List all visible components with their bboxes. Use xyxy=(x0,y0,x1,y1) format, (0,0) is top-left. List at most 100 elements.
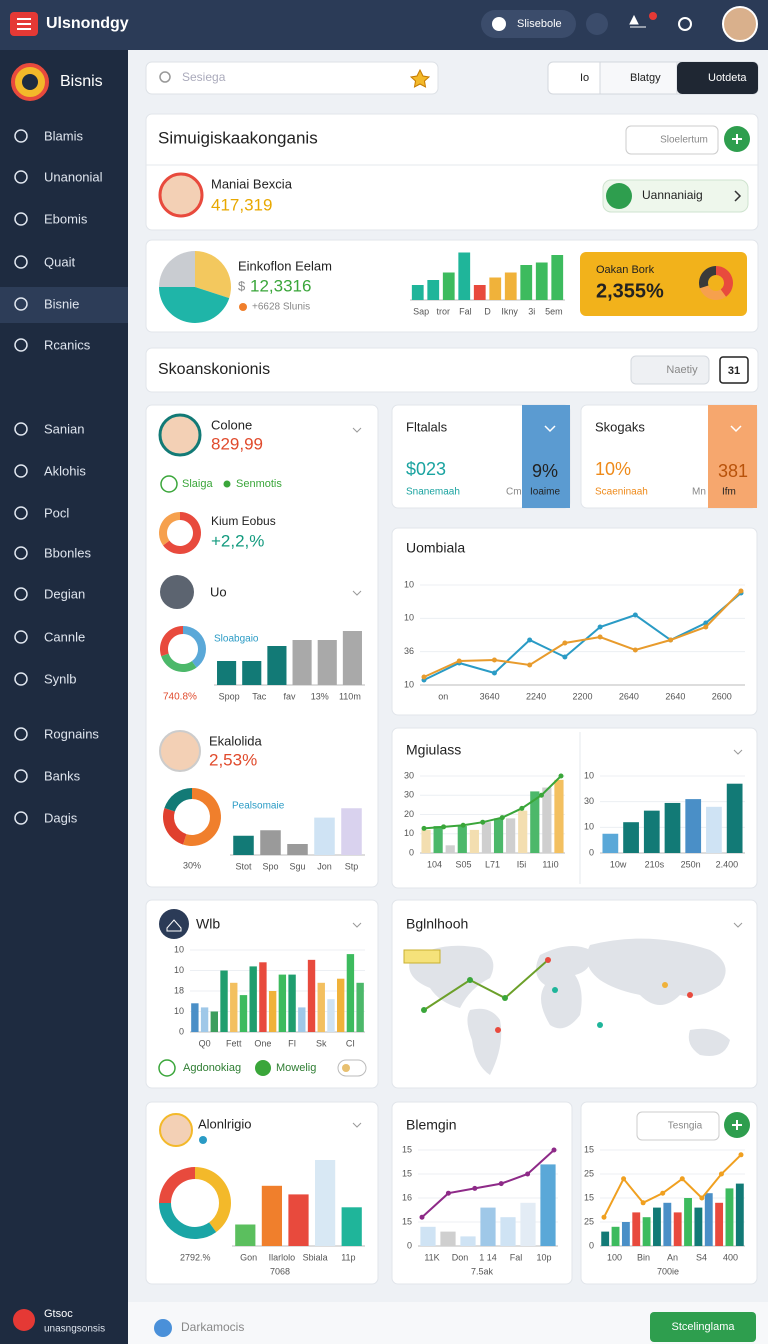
action-label[interactable]: Uannaniaig xyxy=(642,188,703,202)
calendar[interactable] xyxy=(719,356,749,384)
bar xyxy=(210,1011,218,1032)
bottom-title: Alonlrigio xyxy=(198,1116,251,1131)
chevron[interactable] xyxy=(733,749,743,755)
bar xyxy=(317,640,337,685)
point xyxy=(538,792,544,798)
bar xyxy=(542,787,552,853)
bar xyxy=(554,779,564,853)
point xyxy=(445,1190,451,1196)
nav-item[interactable]: Sanian xyxy=(44,421,84,436)
star-icon[interactable] xyxy=(629,14,646,28)
x-label: 210s xyxy=(645,859,665,869)
x-label: 10w xyxy=(610,859,627,869)
bar xyxy=(260,830,281,855)
line-title: Uombiala xyxy=(406,540,465,556)
nav-item[interactable]: Bbonles xyxy=(44,545,91,560)
line xyxy=(423,775,562,830)
footer-button[interactable] xyxy=(650,1312,756,1342)
bar xyxy=(242,661,262,685)
nav-item[interactable]: Ebomis xyxy=(44,211,88,226)
nav-icon xyxy=(14,811,28,825)
nav-item[interactable]: Synlb xyxy=(44,671,77,686)
avatar[interactable] xyxy=(722,6,758,42)
search-box[interactable] xyxy=(145,61,439,95)
nav-icon xyxy=(14,727,28,741)
chevron[interactable] xyxy=(352,427,362,433)
chevron[interactable] xyxy=(352,1122,362,1128)
nav-icon xyxy=(14,422,28,436)
point xyxy=(632,647,638,653)
settings-icon[interactable] xyxy=(678,17,692,31)
summary-button-label[interactable]: Sloelertum xyxy=(660,135,708,146)
bar xyxy=(317,982,325,1032)
chevron[interactable] xyxy=(352,590,362,596)
bar xyxy=(341,808,362,855)
x-label: tror xyxy=(436,306,450,316)
chevron[interactable] xyxy=(544,425,556,433)
chevron[interactable] xyxy=(733,922,743,928)
chevron[interactable] xyxy=(730,425,742,433)
button-label[interactable]: Blatgy xyxy=(630,72,661,84)
nav-item[interactable]: Unanonial xyxy=(44,169,103,184)
profile-name: Colone xyxy=(211,417,252,432)
nav-item[interactable]: Rognains xyxy=(44,726,99,741)
nav-item[interactable]: Rcanics xyxy=(44,337,91,352)
slice xyxy=(159,251,195,287)
user-pill[interactable] xyxy=(481,10,576,38)
chevron[interactable] xyxy=(352,922,362,928)
nav-item[interactable]: Cannle xyxy=(44,629,85,644)
section-button-label[interactable]: Naetiy xyxy=(666,364,698,376)
nav-item[interactable]: Banks xyxy=(44,768,81,783)
button-label[interactable]: Uotdeta xyxy=(708,72,747,84)
bar xyxy=(704,1193,713,1246)
point xyxy=(562,654,568,660)
x-label: 100 xyxy=(607,1252,622,1262)
bottom-button[interactable] xyxy=(636,1111,720,1141)
action-pill[interactable] xyxy=(602,179,749,213)
point xyxy=(738,588,744,594)
button-dark[interactable] xyxy=(677,62,758,94)
nav-item[interactable]: Dagis xyxy=(44,810,78,825)
point xyxy=(679,1176,685,1182)
bottom-button-label[interactable]: Tesngia xyxy=(668,1121,703,1132)
y-label: 10 xyxy=(404,613,414,623)
line xyxy=(421,1149,555,1218)
footer-button-label[interactable]: Stcelinglama xyxy=(672,1321,736,1333)
x-label: Q0 xyxy=(199,1038,211,1048)
x-label: Fal xyxy=(459,306,472,316)
bar xyxy=(239,995,248,1032)
bar xyxy=(249,966,257,1032)
menu-icon xyxy=(17,18,31,30)
nav-item[interactable]: Pocl xyxy=(44,505,69,520)
toggle[interactable] xyxy=(337,1059,367,1077)
bar xyxy=(706,806,722,853)
point xyxy=(519,805,525,811)
nav-item[interactable]: Blamis xyxy=(44,128,84,143)
y-label: 30 xyxy=(584,796,594,806)
nav-item[interactable]: Quait xyxy=(44,254,75,269)
bar xyxy=(458,252,471,300)
nav-item[interactable]: Bisnie xyxy=(44,296,79,311)
legend-icon xyxy=(158,1059,176,1077)
button-label[interactable]: Io xyxy=(580,72,589,84)
x-label: 2240 xyxy=(526,691,546,701)
point xyxy=(621,1176,627,1182)
nav-item[interactable]: Aklohis xyxy=(44,463,86,478)
bar xyxy=(460,1236,476,1246)
x-label: 2.400 xyxy=(716,859,739,869)
star-button[interactable] xyxy=(409,68,431,88)
stat-side-prefix: Cm xyxy=(506,487,522,498)
section-button[interactable] xyxy=(630,355,710,385)
bottom-subnote: 7068 xyxy=(270,1266,290,1276)
bar xyxy=(735,1183,744,1246)
bar xyxy=(493,818,504,853)
summary-title: Simuigiskaakonganis xyxy=(158,128,318,147)
audio-button[interactable] xyxy=(586,13,608,35)
y-label: 15 xyxy=(584,1144,594,1154)
summary-button[interactable] xyxy=(625,125,719,155)
overview-delta: +6628 Slunis xyxy=(252,302,310,313)
button-mid[interactable] xyxy=(599,61,678,95)
point xyxy=(498,1181,504,1187)
bar xyxy=(327,999,335,1032)
nav-item[interactable]: Degian xyxy=(44,586,85,601)
